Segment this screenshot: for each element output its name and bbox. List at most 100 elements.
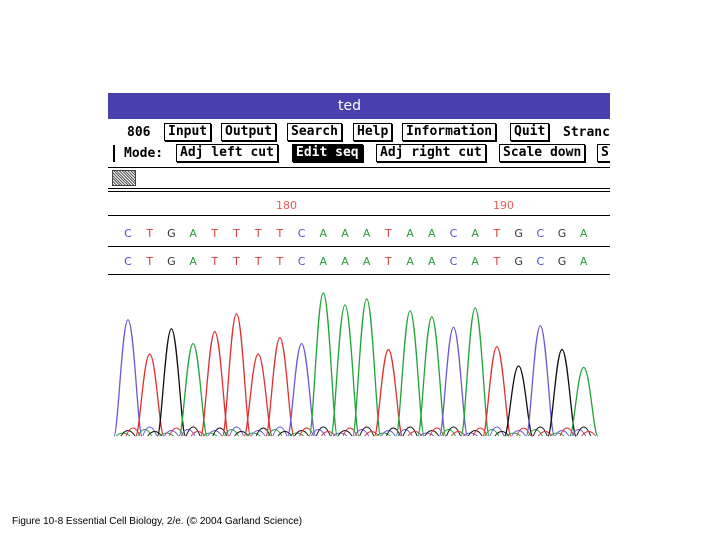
ruler-position-180: 180: [276, 199, 297, 212]
base-letter: C: [124, 227, 132, 240]
trace-noise-C: [489, 426, 505, 437]
base-letter: A: [428, 227, 436, 240]
trace-noise-G: [576, 426, 592, 437]
scroll-handle[interactable]: [112, 170, 136, 186]
mode-label: Mode:: [124, 146, 164, 161]
trace-noise-A: [267, 429, 283, 437]
base-letter: C: [124, 255, 132, 268]
trace-noise-C: [571, 429, 587, 437]
trace-noise-C: [207, 430, 223, 437]
trace-noise-C: [511, 430, 526, 437]
trace-peak-C: [438, 326, 469, 437]
adj-left-cut-button[interactable]: Adj left cut: [176, 144, 278, 162]
base-letter: T: [211, 255, 219, 268]
base-letter: T: [385, 255, 392, 268]
trace-peak-T: [221, 313, 252, 437]
base-letter: A: [189, 255, 197, 268]
trace-noise-C: [164, 430, 179, 437]
base-letter: T: [254, 255, 262, 268]
mode-left-edge: [108, 145, 115, 162]
base-letter: T: [493, 227, 501, 240]
divider: [108, 188, 610, 189]
base-letter: A: [579, 227, 588, 240]
base-letter: A: [319, 255, 328, 268]
trace-noise-C: [142, 426, 158, 437]
search-button[interactable]: Search: [287, 123, 342, 141]
base-letter: T: [146, 227, 154, 240]
trace-noise-C: [354, 429, 370, 437]
trace-noise-G: [120, 430, 136, 437]
base-letter: C: [449, 255, 458, 268]
output-button[interactable]: Output: [221, 123, 276, 141]
divider: [108, 215, 610, 216]
trace-peak-A: [178, 342, 208, 437]
edit-seq-button[interactable]: Edit seq: [292, 144, 363, 162]
trace-noise-G: [185, 426, 201, 437]
base-letter: A: [362, 227, 371, 240]
base-letter: A: [341, 227, 349, 240]
base-letter: G: [514, 227, 523, 240]
base-letter: G: [557, 227, 567, 240]
base-letter: A: [189, 227, 197, 240]
base-letter: T: [276, 227, 284, 240]
trace-peak-T: [265, 337, 295, 437]
trace-noise-C: [381, 430, 396, 437]
trace-peak-A: [352, 298, 382, 437]
input-button[interactable]: Input: [164, 123, 212, 141]
base-letter: A: [406, 255, 414, 268]
base-letter: A: [319, 227, 328, 240]
menu-row: 806 Input Output Search Help Information…: [108, 123, 610, 143]
trace-noise-G: [359, 426, 375, 437]
adj-right-cut-button[interactable]: Adj right cut: [376, 144, 486, 162]
scale-down-button[interactable]: Scale down: [499, 144, 586, 162]
trace-peak-T: [482, 345, 512, 437]
trace-noise-C: [397, 429, 413, 437]
divider: [108, 274, 610, 275]
base-letter: T: [233, 227, 240, 240]
base-letter: A: [428, 255, 436, 268]
base-letter: C: [536, 255, 545, 268]
base-letter: G: [557, 255, 567, 268]
base-letter: T: [276, 255, 284, 268]
trace-noise-G: [532, 426, 548, 437]
window-title: ted: [338, 98, 361, 114]
trace-peak-A: [395, 310, 425, 437]
trace-peak-A: [460, 307, 490, 437]
base-letter: T: [385, 227, 392, 240]
trace-noise-G: [402, 426, 418, 437]
base-letter: G: [167, 227, 176, 240]
trace-noise-A: [137, 429, 153, 437]
help-button[interactable]: Help: [353, 123, 393, 141]
base-letter: A: [406, 227, 414, 240]
trace-peak-A: [417, 316, 447, 437]
trace-noise-G: [467, 430, 483, 437]
trace-peak-A: [569, 366, 599, 437]
figure-caption: Figure 10-8 Essential Cell Biology, 2/e.…: [12, 516, 303, 527]
trace-peak-A: [330, 304, 360, 437]
base-letter: C: [536, 227, 545, 240]
trace-noise-G: [315, 426, 331, 437]
base-letter: G: [514, 255, 523, 268]
trace-noise-A: [441, 429, 456, 437]
mode-row: Mode: Adj left cut Edit seq Adj right cu…: [108, 144, 610, 164]
trace-noise-A: [527, 429, 543, 437]
trace-noise-A: [224, 429, 239, 437]
base-letter: C: [297, 255, 306, 268]
trace-noise-G: [446, 426, 461, 437]
base-letter: A: [471, 255, 479, 268]
scale-up-button[interactable]: S: [597, 144, 610, 162]
base-letter: C: [449, 227, 458, 240]
quit-button[interactable]: Quit: [510, 123, 550, 141]
strand-label: Stranc: [563, 125, 610, 140]
trace-peak-C: [525, 325, 555, 437]
base-letter: A: [471, 227, 479, 240]
trace-noise-T: [581, 431, 597, 437]
trace-noise-G: [294, 430, 309, 437]
base-letter: T: [211, 227, 219, 240]
trace-noise-C: [272, 426, 288, 437]
trace-noise-C: [554, 430, 570, 437]
trace-peak-T: [200, 331, 230, 437]
title-bar: ted: [108, 93, 610, 119]
information-button[interactable]: Information: [402, 123, 497, 141]
